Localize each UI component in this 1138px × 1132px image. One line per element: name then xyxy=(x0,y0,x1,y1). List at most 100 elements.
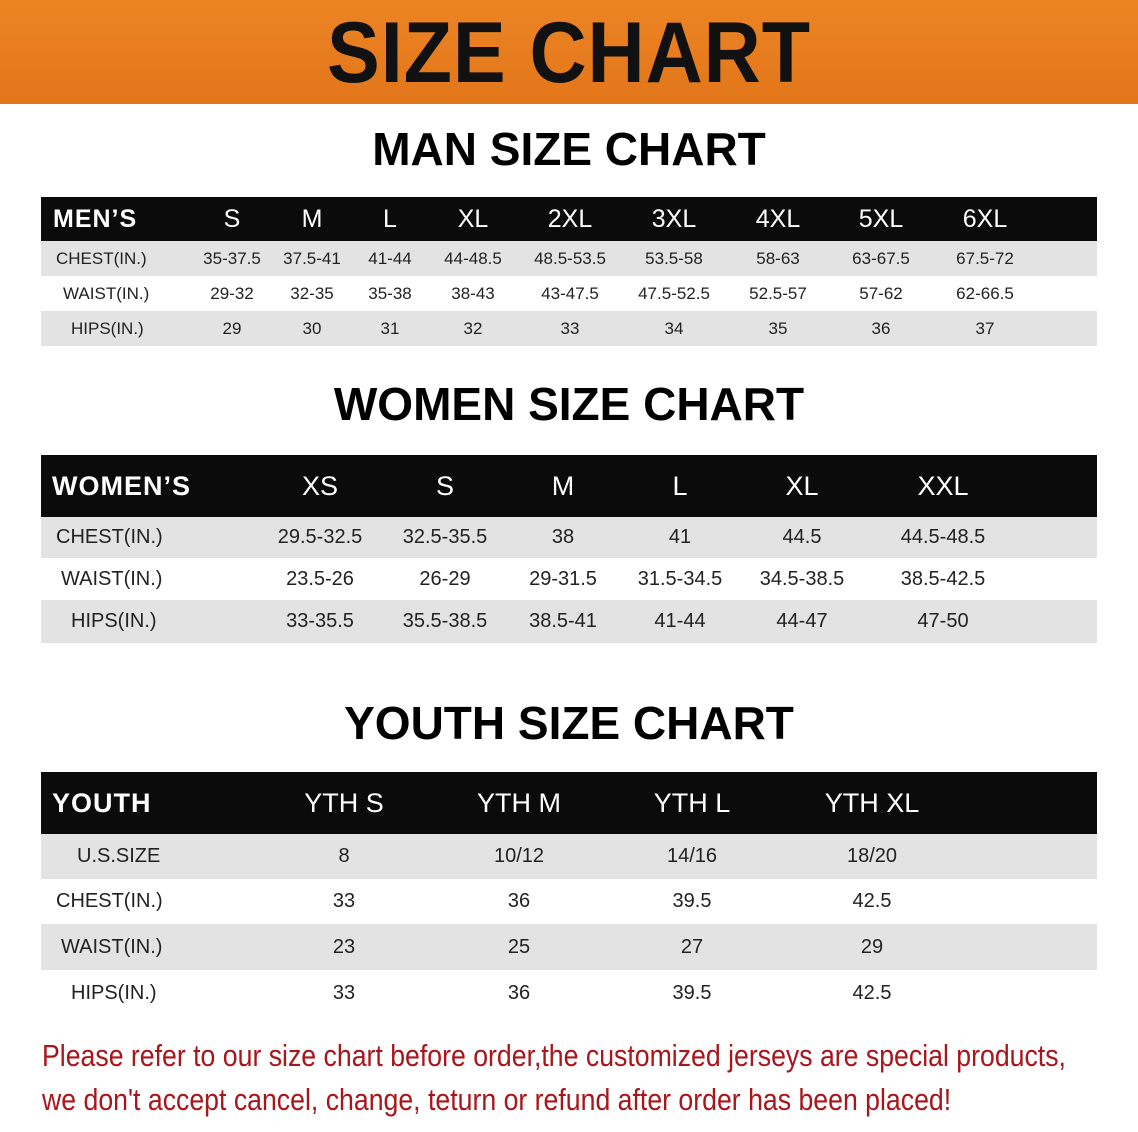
size-column-header: XXL xyxy=(917,470,969,501)
table-row: HIPS(IN.) 33-35.5 35.5-38.5 38.5-41 41-44 44-… xyxy=(41,600,1097,643)
table-title-cell: WOMEN’S xyxy=(52,470,191,501)
table-cell: 42.5 xyxy=(852,890,892,912)
table-cell: 43-47.5 xyxy=(541,283,599,303)
table-cell: 8 xyxy=(338,845,350,867)
table-cell: 33 xyxy=(560,318,580,338)
table-row: CHEST(IN.) 29.5-32.5 32.5-35.5 38 41 44.5 44.5… xyxy=(41,517,1097,558)
policy-note-line-2: we don't accept cancel, change, teturn o… xyxy=(42,1082,952,1117)
table-header-row: YOUTH YTH S YTH M YTH L YTH XL xyxy=(41,772,1097,834)
table-cell: 33 xyxy=(332,890,356,912)
table-row: WAIST(IN.) 23.5-26 26-29 29-31.5 31.5-34.5 34… xyxy=(41,558,1097,600)
table-cell: 52.5-57 xyxy=(749,283,807,303)
table-cell: 37.5-41 xyxy=(283,248,341,268)
table-cell: 57-62 xyxy=(859,283,903,303)
table-cell: 23.5-26 xyxy=(286,567,354,590)
table-cell: 47-50 xyxy=(917,610,969,632)
table-cell: 18/20 xyxy=(846,845,898,867)
table-cell: 34 xyxy=(664,318,684,338)
table-cell: 37 xyxy=(975,318,995,338)
size-column-header: 5XL xyxy=(858,204,904,233)
size-column-header: YTH XL xyxy=(824,787,920,818)
row-label: HIPS(IN.) xyxy=(71,981,157,1004)
youth-heading: YOUTH SIZE CHART xyxy=(344,697,794,749)
table-cell: 39.5 xyxy=(672,890,712,912)
table-cell: 29 xyxy=(222,318,242,338)
table-header-row: WOMEN’S XS S M L XL XXL xyxy=(41,455,1097,517)
row-label: WAIST(IN.) xyxy=(63,283,150,303)
women-heading: WOMEN SIZE CHART xyxy=(333,378,805,430)
size-column-header: YTH S xyxy=(304,787,384,818)
size-column-header: L xyxy=(383,204,397,233)
row-label: CHEST(IN.) xyxy=(56,248,147,268)
table-cell: 33 xyxy=(332,981,356,1004)
table-row: CHEST(IN.) 33 36 39.5 42.5 xyxy=(41,879,1097,924)
table-cell: 29-32 xyxy=(210,283,254,303)
table-cell: 53.5-58 xyxy=(645,248,703,268)
table-header-row: MEN’S S M L XL 2XL 3XL 4XL 5XL 6XL xyxy=(41,197,1097,241)
table-row: HIPS(IN.) 29 30 31 32 33 34 35 36 37 xyxy=(41,311,1097,346)
row-label: CHEST(IN.) xyxy=(56,526,163,548)
table-cell: 39.5 xyxy=(672,981,712,1004)
table-cell: 14/16 xyxy=(666,845,718,867)
table-cell: 32-35 xyxy=(290,283,334,303)
table-cell: 36 xyxy=(871,318,891,338)
table-cell: 23 xyxy=(332,935,356,958)
table-cell: 41 xyxy=(668,526,692,548)
policy-note-line-1: Please refer to our size chart before or… xyxy=(42,1038,1066,1073)
table-cell: 67.5-72 xyxy=(956,248,1014,268)
size-column-header: S xyxy=(223,204,241,233)
table-cell: 32 xyxy=(463,318,483,338)
table-cell: 31.5-34.5 xyxy=(637,567,723,590)
size-column-header: XL xyxy=(457,204,489,233)
table-cell: 29-31.5 xyxy=(529,567,597,590)
table-cell: 36 xyxy=(507,981,531,1004)
size-column-header: S xyxy=(435,470,455,501)
table-cell: 48.5-53.5 xyxy=(534,248,606,268)
size-column-header: XS xyxy=(301,470,339,501)
table-cell: 36 xyxy=(507,890,531,912)
table-cell: 35 xyxy=(768,318,788,338)
table-cell: 38.5-42.5 xyxy=(900,567,986,590)
table-cell: 63-67.5 xyxy=(852,248,910,268)
table-cell: 25 xyxy=(507,935,531,958)
table-cell: 38-43 xyxy=(451,283,495,303)
table-row: WAIST(IN.) 29-32 32-35 35-38 38-43 43-47.5 47.… xyxy=(41,276,1097,311)
size-column-header: XL xyxy=(785,470,819,501)
table-cell: 58-63 xyxy=(756,248,800,268)
size-column-header: M xyxy=(301,204,323,233)
table-row: CHEST(IN.) 35-37.5 37.5-41 41-44 44-48.5 48.5… xyxy=(41,241,1097,276)
table-cell: 35-37.5 xyxy=(203,248,261,268)
table-cell: 27 xyxy=(680,935,704,958)
table-cell: 44.5-48.5 xyxy=(900,526,986,548)
table-cell: 38 xyxy=(551,526,575,548)
table-cell: 62-66.5 xyxy=(956,283,1014,303)
table-cell: 38.5-41 xyxy=(529,610,597,632)
page-title: SIZE CHART xyxy=(327,5,811,101)
row-label: CHEST(IN.) xyxy=(56,890,163,912)
table-cell: 35-38 xyxy=(368,283,412,303)
table-cell: 44.5 xyxy=(782,526,822,548)
table-cell: 30 xyxy=(302,318,322,338)
row-label: HIPS(IN.) xyxy=(71,610,157,632)
table-cell: 47.5-52.5 xyxy=(638,283,710,303)
table-title-cell: YOUTH xyxy=(52,787,152,818)
size-column-header: 6XL xyxy=(962,204,1008,233)
men-heading: MAN SIZE CHART xyxy=(372,123,766,175)
table-cell: 33-35.5 xyxy=(286,610,354,632)
row-label: WAIST(IN.) xyxy=(61,567,163,590)
size-column-header: 4XL xyxy=(755,204,801,233)
table-cell: 44-47 xyxy=(776,610,828,632)
table-row: WAIST(IN.) 23 25 27 29 xyxy=(41,924,1097,970)
table-cell: 26-29 xyxy=(419,567,471,590)
row-label: WAIST(IN.) xyxy=(61,935,163,958)
table-cell: 29 xyxy=(860,935,884,958)
table-cell: 35.5-38.5 xyxy=(402,610,488,632)
row-label: HIPS(IN.) xyxy=(71,318,144,338)
table-cell: 32.5-35.5 xyxy=(402,526,488,548)
size-column-header: 2XL xyxy=(547,204,593,233)
size-column-header: L xyxy=(672,470,688,501)
size-column-header: 3XL xyxy=(651,204,697,233)
table-title-cell: MEN’S xyxy=(53,204,138,233)
table-row: HIPS(IN.) 33 36 39.5 42.5 xyxy=(41,970,1097,1016)
table-cell: 10/12 xyxy=(493,845,545,867)
